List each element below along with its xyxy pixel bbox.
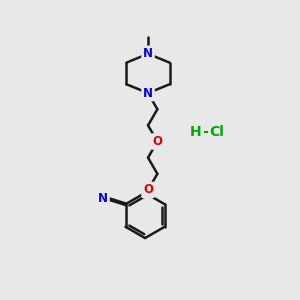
Text: N: N [143, 87, 153, 100]
Text: N: N [98, 192, 108, 205]
Text: H: H [189, 125, 201, 139]
Text: O: O [143, 184, 153, 196]
Text: N: N [143, 47, 153, 60]
Text: O: O [152, 135, 162, 148]
Text: Cl: Cl [209, 125, 224, 139]
